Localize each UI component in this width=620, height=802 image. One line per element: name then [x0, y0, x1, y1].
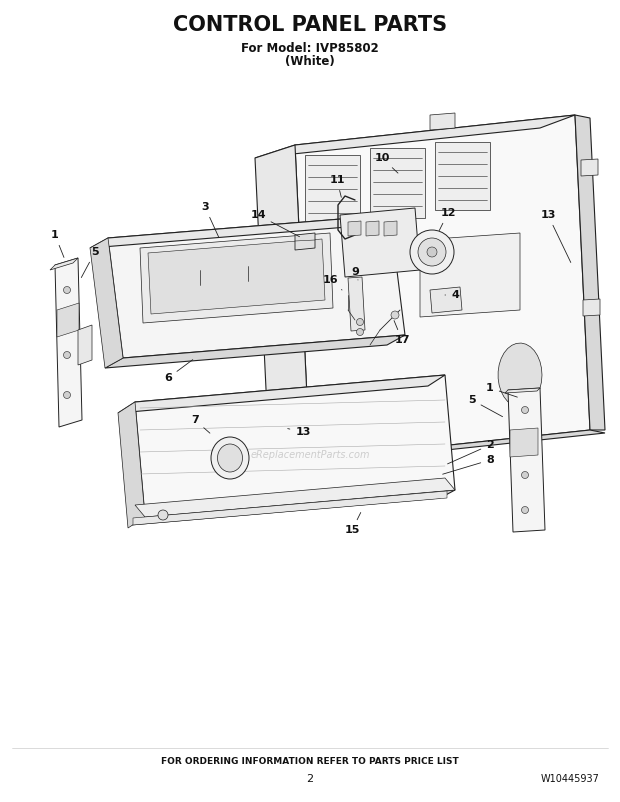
Text: 16: 16 — [322, 275, 342, 290]
Polygon shape — [90, 215, 390, 248]
Polygon shape — [295, 233, 315, 250]
Polygon shape — [575, 115, 605, 430]
Polygon shape — [310, 430, 605, 463]
Text: 10: 10 — [374, 153, 398, 173]
Polygon shape — [133, 491, 447, 525]
Text: eReplacementParts.com: eReplacementParts.com — [250, 450, 370, 460]
Text: 7: 7 — [191, 415, 210, 433]
Polygon shape — [348, 277, 365, 331]
Circle shape — [63, 351, 71, 358]
Polygon shape — [581, 159, 598, 176]
Polygon shape — [583, 299, 600, 316]
Text: 1: 1 — [51, 230, 64, 257]
Polygon shape — [305, 155, 360, 225]
Text: 9: 9 — [351, 267, 359, 280]
Polygon shape — [108, 215, 405, 358]
Polygon shape — [366, 221, 379, 236]
Polygon shape — [435, 142, 490, 210]
Text: 4: 4 — [445, 290, 459, 300]
Text: 8: 8 — [443, 455, 494, 474]
Circle shape — [521, 407, 528, 414]
Polygon shape — [430, 287, 462, 313]
Circle shape — [63, 286, 71, 294]
Text: 3: 3 — [201, 202, 219, 237]
Ellipse shape — [211, 437, 249, 479]
Polygon shape — [57, 303, 79, 337]
Polygon shape — [348, 221, 361, 236]
Text: CONTROL PANEL PARTS: CONTROL PANEL PARTS — [173, 15, 447, 35]
Circle shape — [427, 247, 437, 257]
Text: 13: 13 — [540, 210, 571, 262]
Text: 6: 6 — [164, 359, 193, 383]
Polygon shape — [508, 388, 545, 532]
Polygon shape — [140, 233, 333, 323]
Circle shape — [418, 238, 446, 266]
Circle shape — [63, 391, 71, 399]
Polygon shape — [505, 388, 540, 393]
Polygon shape — [50, 258, 78, 270]
Text: For Model: IVP85802: For Model: IVP85802 — [241, 42, 379, 55]
Text: (White): (White) — [285, 55, 335, 68]
Polygon shape — [255, 115, 575, 158]
Polygon shape — [420, 233, 520, 317]
Text: 5: 5 — [468, 395, 503, 417]
Polygon shape — [130, 490, 455, 525]
Text: 11: 11 — [329, 175, 345, 197]
Polygon shape — [90, 238, 123, 368]
Text: 2: 2 — [448, 440, 494, 464]
Text: 2: 2 — [306, 774, 314, 784]
Text: 14: 14 — [250, 210, 299, 237]
Polygon shape — [510, 428, 538, 457]
Text: 17: 17 — [394, 321, 410, 345]
Circle shape — [356, 318, 363, 326]
Circle shape — [356, 329, 363, 335]
Text: W10445937: W10445937 — [541, 774, 600, 784]
Text: FOR ORDERING INFORMATION REFER TO PARTS PRICE LIST: FOR ORDERING INFORMATION REFER TO PARTS … — [161, 758, 459, 767]
Polygon shape — [295, 115, 590, 460]
Text: 13: 13 — [288, 427, 311, 437]
Polygon shape — [105, 335, 405, 368]
Polygon shape — [135, 375, 455, 517]
Ellipse shape — [218, 444, 242, 472]
Polygon shape — [135, 478, 455, 517]
Polygon shape — [148, 239, 325, 314]
Polygon shape — [118, 375, 445, 413]
Text: 12: 12 — [439, 208, 456, 230]
Polygon shape — [430, 113, 455, 130]
Polygon shape — [55, 258, 82, 427]
Text: 5: 5 — [81, 247, 99, 277]
Text: 1: 1 — [486, 383, 517, 397]
Circle shape — [410, 230, 454, 274]
Polygon shape — [498, 343, 542, 407]
Circle shape — [521, 507, 528, 513]
Polygon shape — [340, 208, 420, 277]
Polygon shape — [370, 148, 425, 218]
Polygon shape — [118, 402, 145, 528]
Polygon shape — [255, 145, 310, 473]
Circle shape — [391, 311, 399, 319]
Polygon shape — [384, 221, 397, 236]
Polygon shape — [78, 325, 92, 365]
Circle shape — [158, 510, 168, 520]
Circle shape — [521, 472, 528, 479]
Text: 15: 15 — [344, 512, 361, 535]
